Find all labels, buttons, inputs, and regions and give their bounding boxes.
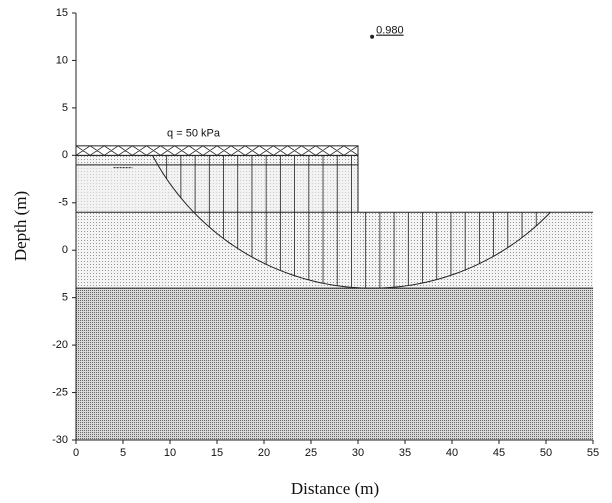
x-tick-label: 20 [258, 447, 270, 459]
slip-surface [152, 155, 551, 289]
slice-lines [166, 155, 537, 289]
y-axis-label: Depth (m) [11, 191, 30, 261]
x-tick-label: 25 [305, 447, 317, 459]
x-tick-label: 5 [120, 447, 126, 459]
x-tick-label: 30 [352, 447, 364, 459]
x-tick-label: 35 [399, 447, 411, 459]
x-tick-label: 45 [493, 447, 505, 459]
y-tick-label: -25 [52, 386, 68, 398]
y-tick-label: 0 [62, 244, 68, 256]
x-axis-label: Distance (m) [291, 479, 379, 498]
x-tick-label: 15 [211, 447, 223, 459]
x-tick-label: 55 [587, 447, 599, 459]
soil-layer [76, 164, 358, 213]
y-tick-label: -5 [58, 197, 68, 209]
x-tick-label: 40 [446, 447, 458, 459]
y-tick-label: -20 [52, 339, 68, 351]
surcharge [75, 145, 359, 156]
soil-layer [76, 288, 593, 440]
y-tick-label: -30 [52, 434, 68, 446]
safety-factor: 0.980 [376, 25, 404, 37]
y-tick-label: 10 [56, 54, 68, 66]
y-tick-label: 5 [62, 102, 68, 114]
y-tick-label: 15 [56, 7, 68, 19]
x-tick-label: 50 [540, 447, 552, 459]
y-tick-label: 5 [62, 292, 68, 304]
surcharge-hatch [75, 145, 359, 156]
y-tick-label: 0 [62, 149, 68, 161]
load-label: q = 50 kPa [167, 127, 221, 139]
slip-center [370, 34, 375, 39]
x-tick-label: 0 [73, 447, 79, 459]
x-tick-label: 10 [164, 447, 176, 459]
